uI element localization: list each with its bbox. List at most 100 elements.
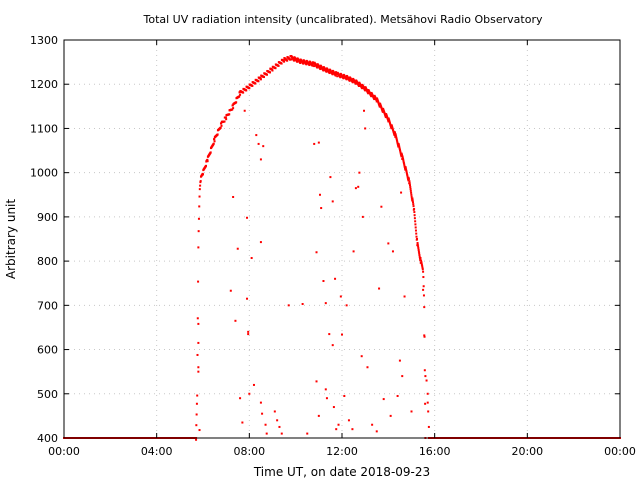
data-point [420,259,423,262]
data-point [246,216,249,219]
data-point [238,95,241,98]
data-point [409,184,412,187]
data-point [378,105,381,108]
data-point [209,151,212,154]
data-point [407,176,410,179]
data-point [198,429,201,432]
x-axis-label: Time UT, on date 2018-09-23 [253,465,430,479]
data-point [283,60,286,63]
data-point [254,82,257,85]
y-tick-label: 1100 [30,122,58,135]
data-point [313,65,316,68]
data-point [198,205,201,208]
data-point [345,304,348,307]
data-point [276,419,279,422]
data-point [325,70,328,73]
data-point [219,126,222,129]
data-point [418,252,421,255]
data-point [293,59,296,62]
data-point [352,250,355,253]
data-point [328,333,331,336]
grid-lines [64,40,620,438]
data-point [339,295,342,298]
data-point [417,247,420,250]
data-point [317,141,320,144]
data-point [364,127,367,130]
data-point [232,107,235,110]
data-point [212,142,215,145]
data-point [213,140,216,143]
y-tick-label: 600 [37,344,58,357]
data-point [247,330,250,333]
data-point [345,78,348,81]
data-point [195,424,198,427]
data-point [402,162,405,165]
data-point [415,235,418,238]
data-point [195,402,198,405]
data-point [380,205,383,208]
data-point [366,366,369,369]
data-point [250,257,253,260]
data-point [223,120,226,123]
data-point [395,138,398,141]
data-point [247,333,250,336]
data-point [347,419,350,422]
data-point [334,277,337,280]
data-point [271,69,274,72]
data-point [322,69,325,72]
data-point [378,287,381,290]
data-point [195,413,198,416]
chart-title: Total UV radiation intensity (uncalibrat… [143,13,543,26]
data-point [420,262,423,265]
data-point [413,207,416,210]
data-point [421,266,424,269]
data-point [239,93,242,96]
data-point [422,294,425,297]
data-point [416,237,419,240]
data-point [351,81,354,84]
x-tick-label: 00:00 [604,445,636,458]
y-tick-label: 900 [37,211,58,224]
data-point [363,109,366,112]
data-point [422,270,425,273]
data-point [361,87,364,90]
data-point [231,108,234,111]
data-point [396,141,399,144]
y-tick-label: 1000 [30,167,58,180]
data-point [274,67,277,70]
data-point [287,304,290,307]
data-point [357,185,360,188]
data-point [337,423,340,426]
data-point [331,200,334,203]
data-point [425,379,428,382]
data-point [196,317,199,320]
data-point [228,113,231,116]
data-point [316,66,319,69]
data-point [414,226,417,229]
data-point [311,64,314,67]
data-point [400,155,403,158]
data-point [259,158,262,161]
data-point [414,229,417,232]
data-point [422,276,425,279]
data-point [259,78,262,81]
data-point [248,87,251,90]
x-tick-label: 00:00 [48,445,80,458]
data-point [308,64,311,67]
y-tick-label: 400 [37,432,58,445]
data-point [235,101,238,104]
data-point [202,173,204,176]
data-point [424,375,427,378]
data-point [224,116,227,119]
data-point [342,77,345,80]
y-tick-label: 500 [37,388,58,401]
data-point [313,142,316,145]
y-tick-label: 800 [37,255,58,268]
data-point [361,215,364,218]
data-point [375,430,378,433]
data-point [418,254,421,257]
data-point [416,243,419,246]
y-axis-label: Arbitrary unit [4,199,18,279]
data-point [396,394,399,397]
data-point [427,425,430,428]
